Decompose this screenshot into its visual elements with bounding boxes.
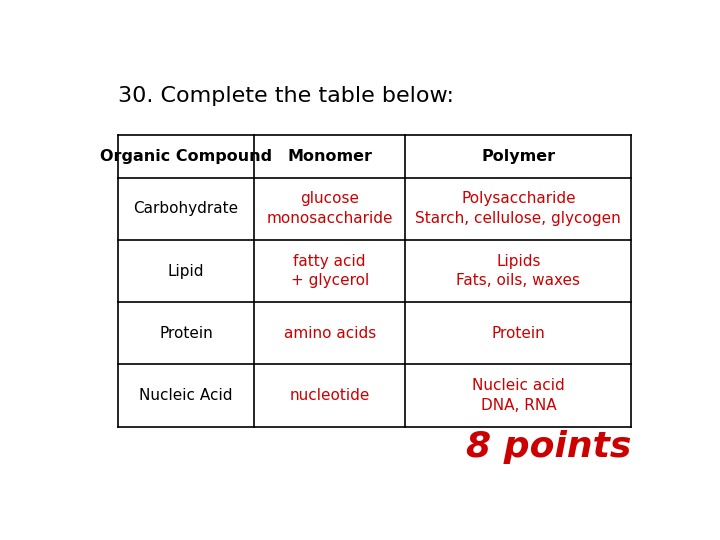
Text: nucleotide: nucleotide [289,388,370,403]
Text: Lipid: Lipid [168,264,204,279]
Text: amino acids: amino acids [284,326,376,341]
Text: Carbohydrate: Carbohydrate [133,201,238,217]
Text: Nucleic Acid: Nucleic Acid [139,388,233,403]
Text: Organic Compound: Organic Compound [100,149,272,164]
Text: Protein: Protein [492,326,545,341]
Text: Monomer: Monomer [287,149,372,164]
Text: Polymer: Polymer [481,149,555,164]
Text: Polysaccharide
Starch, cellulose, glycogen: Polysaccharide Starch, cellulose, glycog… [415,191,621,226]
Text: 30. Complete the table below:: 30. Complete the table below: [118,85,454,106]
Text: fatty acid
+ glycerol: fatty acid + glycerol [291,254,369,288]
Text: Lipids
Fats, oils, waxes: Lipids Fats, oils, waxes [456,254,580,288]
Text: Nucleic acid
DNA, RNA: Nucleic acid DNA, RNA [472,378,564,413]
Text: 8 points: 8 points [466,430,631,464]
Text: glucose
monosaccharide: glucose monosaccharide [266,191,393,226]
Text: Protein: Protein [159,326,213,341]
